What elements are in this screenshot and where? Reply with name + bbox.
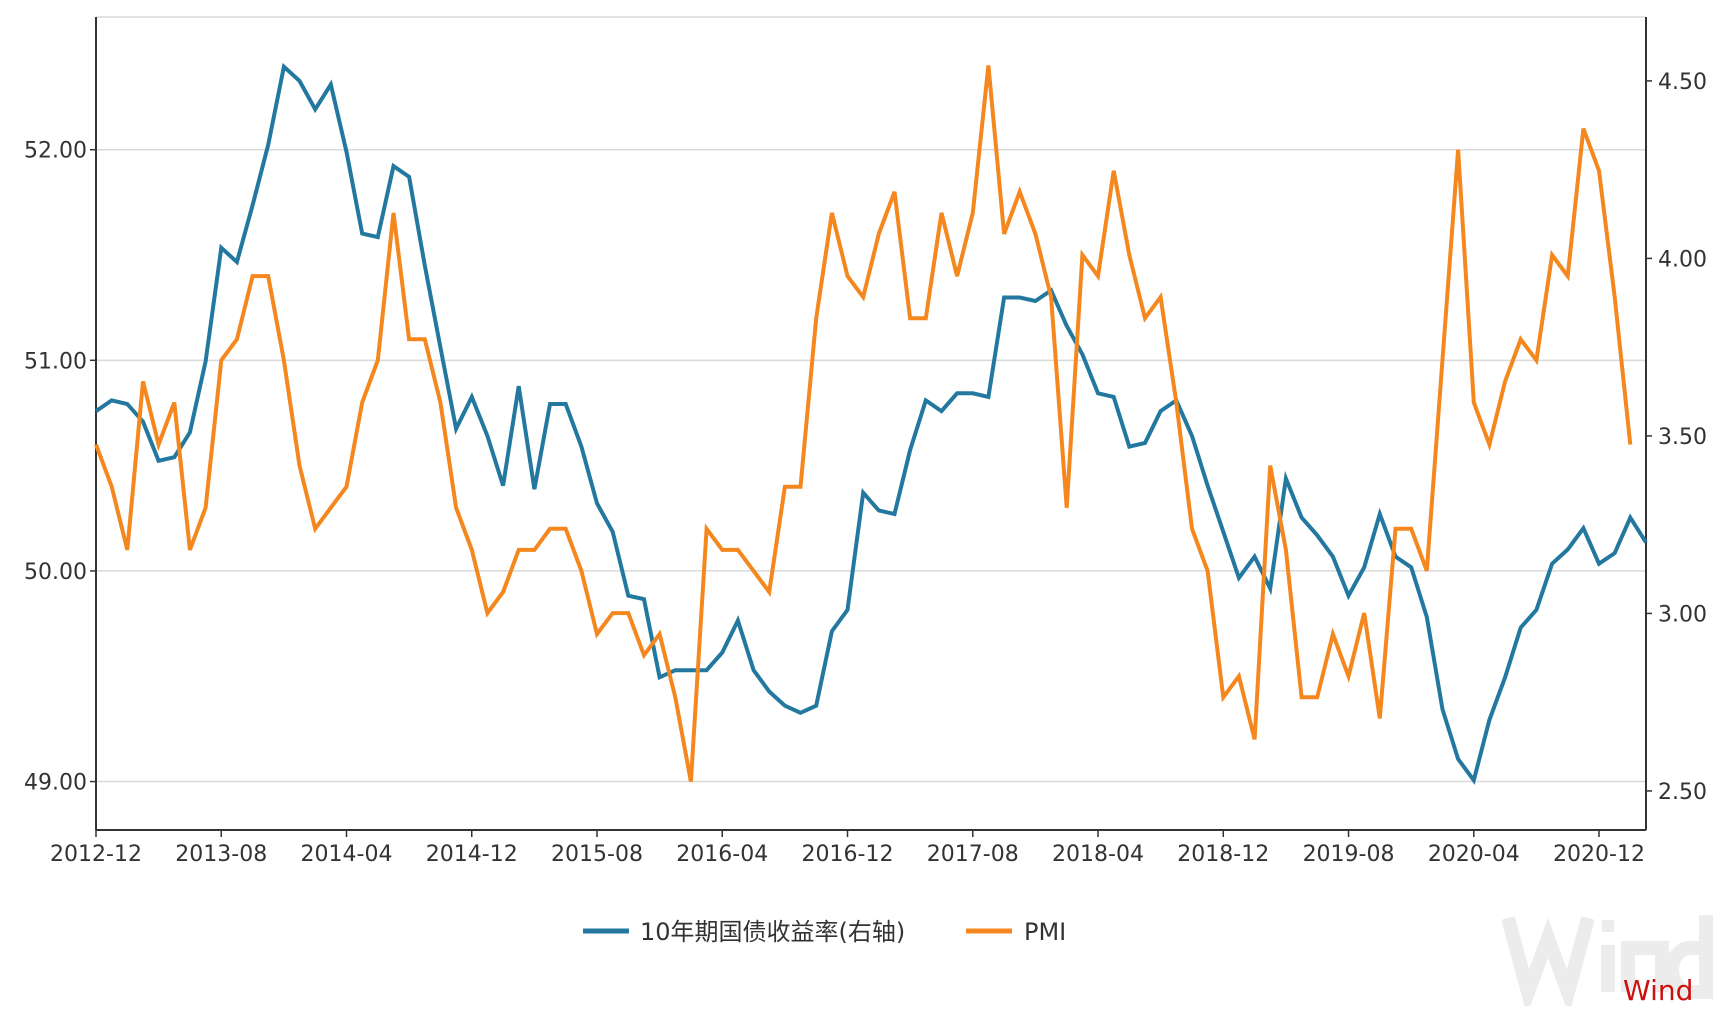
series-line-yield	[94, 62, 1648, 785]
legend-label-yield[interactable]: 10年期国债收益率(右轴)	[640, 918, 905, 946]
watermark-brand: Wind	[1623, 974, 1693, 1006]
x-axis-tick-label: 2020-12	[1553, 842, 1645, 867]
right-axis-tick-label: 2.50	[1658, 780, 1707, 805]
left-axis-tick-label: 49.00	[24, 771, 87, 796]
legend-label-pmi[interactable]: PMI	[1024, 918, 1066, 946]
watermark-logo-i-dot	[1602, 920, 1614, 932]
series-lines	[94, 62, 1648, 785]
x-axis-tick-label: 2019-08	[1303, 842, 1395, 867]
left-axis-tick-label: 51.00	[24, 349, 87, 374]
x-axis-tick-label: 2016-04	[676, 842, 768, 867]
x-axis-tick-label: 2013-08	[175, 842, 267, 867]
watermark-logo-d	[1665, 915, 1713, 999]
watermark-logo	[1501, 915, 1713, 1010]
x-axis-tick-label: 2016-12	[802, 842, 894, 867]
x-axis-tick-label: 2018-12	[1177, 842, 1269, 867]
x-axis-tick-label: 2020-04	[1428, 842, 1520, 867]
right-axis-tick-label: 3.00	[1658, 602, 1707, 627]
watermark-logo-n	[1621, 941, 1669, 992]
series-line-pmi	[94, 65, 1633, 782]
gridlines	[96, 16, 1646, 783]
x-axis-tick-label: 2017-08	[927, 842, 1019, 867]
x-axis-tick-label: 2018-04	[1052, 842, 1144, 867]
x-axis-tick-label: 2014-04	[301, 842, 393, 867]
axes: 49.00 50.00 51.00 52.00 2.50 3.00 3.50 4.00 4.50…	[24, 17, 1707, 867]
right-axis-tick-label: 3.50	[1658, 425, 1707, 450]
x-axis-tick-label: 2014-12	[426, 842, 518, 867]
x-axis-tick-label: 2015-08	[551, 842, 643, 867]
right-axis-tick-label: 4.50	[1658, 70, 1707, 95]
left-axis-tick-label: 52.00	[24, 139, 87, 164]
x-axis-tick-label: 2012-12	[50, 842, 142, 867]
left-axis-tick-label: 50.00	[24, 560, 87, 585]
legend[interactable]: 10年期国债收益率(右轴) PMI	[583, 918, 1066, 946]
right-axis-tick-label: 4.00	[1658, 247, 1707, 272]
watermark-logo-w	[1501, 916, 1595, 1010]
